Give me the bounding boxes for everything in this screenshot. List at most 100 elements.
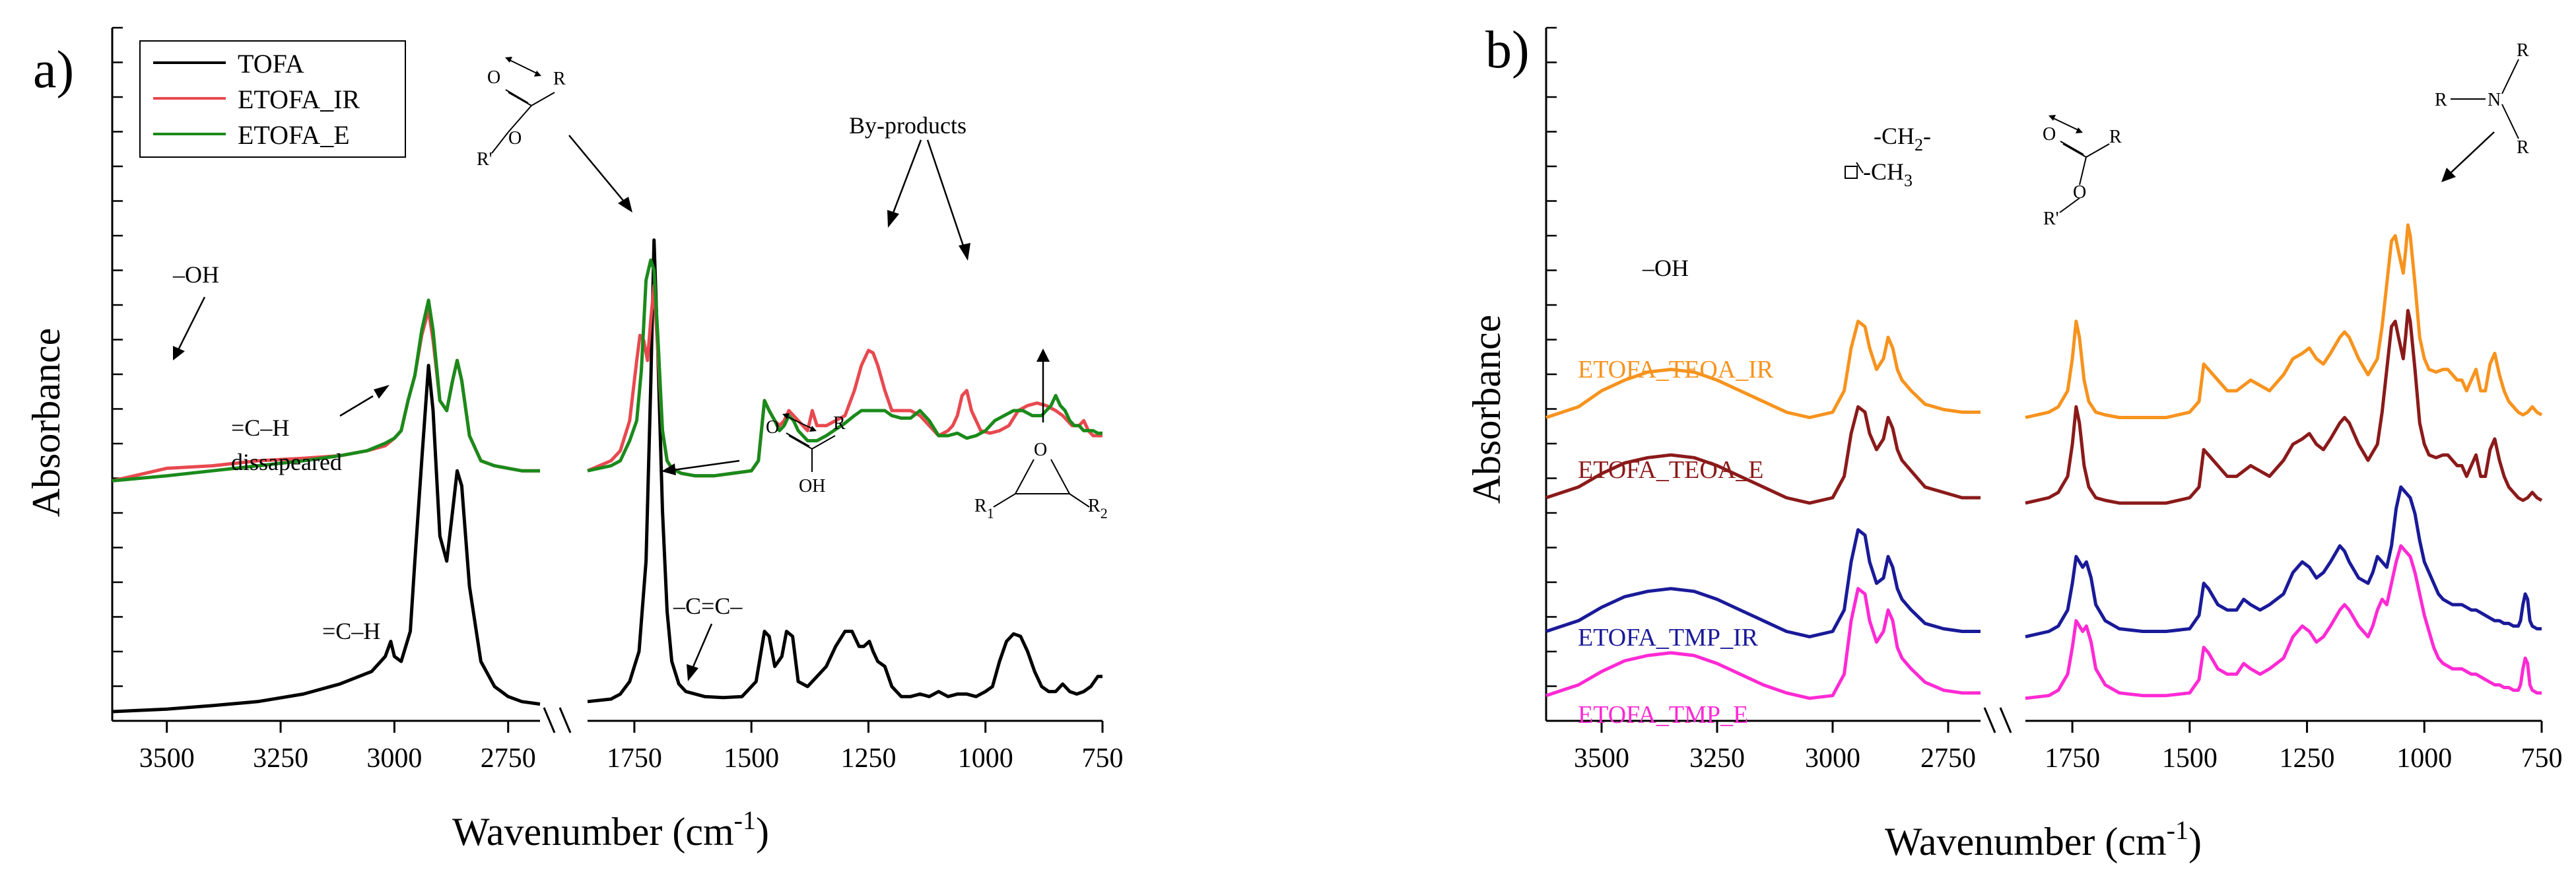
panel-b-axis-break — [1983, 707, 2012, 733]
arrowhead-byproducts-1 — [887, 210, 899, 228]
panel-b-y-ticks — [1546, 26, 1557, 722]
series-line-etofa-teoa-ir-right — [2025, 223, 2543, 419]
panel-a-axes: 3500 3250 3000 2750 1750 1500 1250 1000 750 — [111, 26, 1124, 774]
ester-structure-b-icon: O R O R' — [2043, 115, 2122, 229]
arrow-byproducts-1 — [891, 139, 922, 215]
panel-a-legend: TOFA ETOFA_IR ETOFA_E — [139, 40, 406, 158]
panel-b-x-axis-title-main: Wavenumber (cm — [1885, 820, 2167, 863]
annotation-ch3: -CH3 — [1863, 158, 1913, 190]
annotation-byproducts: By-products — [849, 112, 966, 139]
series-line-tofa-right — [587, 238, 1102, 704]
annotation-ch-dissapeared: dissapeared — [231, 449, 342, 475]
annotation-b-oh: –OH — [1642, 255, 1689, 281]
epoxide-o: O — [1034, 440, 1047, 460]
panel-b-x-tick-label-1750: 1750 — [2045, 743, 2100, 774]
panel-a-x-tick-label-1000: 1000 — [958, 743, 1013, 774]
panel-a-axis-break — [543, 707, 572, 733]
arrow-ch-dissapeared — [339, 395, 374, 417]
acid-structure-icon: O R OH — [766, 413, 846, 496]
panel-a-y-ticks — [112, 26, 123, 722]
panel-a-x-axis-title: Wavenumber (cm-1) — [452, 805, 769, 854]
series-line-etofa-teoa-ir-left — [1545, 319, 1981, 419]
acid-r: R — [833, 413, 846, 434]
annotation-ch-label: =C–H — [231, 415, 289, 441]
panel-a-y-axis-title: Absorbance — [24, 328, 68, 518]
annotation-oh: –OH — [172, 261, 219, 288]
rotation-icon — [1845, 162, 1864, 179]
panel-a-x-axis-title-end: ) — [756, 810, 769, 854]
panel-b-x-axis-title-end: ) — [2188, 820, 2202, 863]
arrowhead-epoxide — [1036, 349, 1050, 362]
ester-b-rprime: R' — [2043, 209, 2059, 229]
panel-a-x-tick-label-3250: 3250 — [253, 743, 308, 774]
ester-b-o1: O — [2043, 124, 2056, 145]
series-line-etofa-tmp-e-left — [1545, 587, 1981, 700]
panel-a: a) 3500 3250 3000 2750 1750 1500 1250 1000 750 A… — [24, 26, 1124, 854]
ester-o1: O — [487, 67, 500, 88]
ester-b-o2: O — [2073, 182, 2086, 203]
arrowhead-acid — [661, 463, 676, 475]
arrow-oh — [177, 296, 206, 351]
panel-a-x-tick-label-1750: 1750 — [607, 743, 662, 774]
panel-a-x-axis-title-main: Wavenumber (cm — [452, 810, 734, 854]
amine-structure-icon: R N R R — [2435, 40, 2529, 158]
panel-b-x-tick-label-3500: 3500 — [1574, 743, 1629, 774]
panel-a-x-ticks: 3500 3250 3000 2750 1750 1500 1250 1000 750 — [139, 721, 1124, 774]
series-label-etofa-tmp-ir: ETOFA_TMP_IR — [1578, 624, 1759, 652]
panel-b-series — [1545, 223, 2543, 700]
panel-a-x-tick-label-3500: 3500 — [139, 743, 195, 774]
panel-b-x-ticks: 3500 3250 3000 2750 1750 1500 1250 1000 750 — [1574, 721, 2563, 774]
epoxide-structure-icon: O R1 R2 — [974, 440, 1108, 521]
panel-a-x-tick-label-2750: 2750 — [481, 743, 536, 774]
panel-b-annotations: –OH -CH2- -CH3 O R O R' — [1642, 40, 2529, 281]
amine-r2: R — [2517, 40, 2529, 61]
panel-a-series — [112, 238, 1102, 714]
panel-b-label: b) — [1485, 21, 1530, 79]
series-label-etofa-tmp-e: ETOFA_TMP_E — [1578, 701, 1748, 729]
panel-b-x-axis-title: Wavenumber (cm-1) — [1885, 815, 2202, 863]
series-line-etofa-tmp-ir-right — [2025, 485, 2542, 639]
panel-b-x-tick-label-1000: 1000 — [2396, 743, 2452, 774]
acid-oh: OH — [799, 476, 825, 496]
series-line-etofa-teoa-e-right — [2025, 309, 2543, 505]
panel-b-axes: 3500 3250 3000 2750 1750 1500 1250 1000 750 — [1545, 26, 2563, 774]
panel-a-x-tick-label-1500: 1500 — [724, 743, 779, 774]
arrow-byproducts-2 — [926, 139, 965, 248]
arrowhead-ester — [618, 197, 632, 213]
series-line-etofa-teoa-e-left — [1545, 405, 1981, 505]
arrow-acid — [673, 459, 740, 471]
arrow-cc — [692, 623, 713, 667]
annotation-ch2: -CH2- — [1874, 123, 1931, 154]
series-line-etofa-tmp-e-right — [2025, 544, 2542, 700]
legend-label-tofa: TOFA — [238, 49, 304, 79]
panel-b-x-tick-label-3250: 3250 — [1689, 743, 1745, 774]
panel-b-x-tick-label-750: 750 — [2521, 743, 2563, 774]
panel-a-x-tick-label-750: 750 — [1082, 743, 1124, 774]
legend-label-etofa-e: ETOFA_E — [238, 120, 350, 150]
panel-a-x-tick-label-3000: 3000 — [366, 743, 422, 774]
epoxide-r2: R2 — [1088, 496, 1108, 521]
amine-r3: R — [2517, 137, 2529, 158]
arrow-ester — [568, 135, 625, 202]
ester-b-r: R — [2109, 127, 2122, 147]
panel-b-x-tick-label-2750: 2750 — [1920, 743, 1976, 774]
acid-o: O — [766, 417, 779, 438]
panel-b-y-axis-title: Absorbance — [1465, 315, 1508, 504]
series-line-etofa-e-left — [112, 298, 540, 483]
arrow-amine — [2450, 131, 2495, 174]
panel-b-x-tick-label-1500: 1500 — [2162, 743, 2218, 774]
legend-label-etofa-ir: ETOFA_IR — [238, 84, 360, 114]
epoxide-r1: R1 — [974, 496, 994, 521]
arrowhead-ch-dissapeared — [374, 385, 390, 399]
panel-a-x-tick-label-1250: 1250 — [840, 743, 896, 774]
arrowhead-cc — [687, 664, 698, 681]
series-label-etofa-teoa-ir: ETOFA_TEOA_IR — [1578, 356, 1774, 384]
panel-a-x-axis-title-sup: -1 — [734, 805, 756, 835]
panel-b-x-tick-label-3000: 3000 — [1805, 743, 1860, 774]
panel-b: b) 3500 3250 3000 2750 1750 1500 1250 1000 750 A… — [1465, 21, 2563, 863]
arrowhead-amine — [2441, 168, 2456, 182]
ester-r: R — [553, 69, 566, 89]
series-label-etofa-teoa-e: ETOFA_TEOA_E — [1578, 456, 1763, 484]
